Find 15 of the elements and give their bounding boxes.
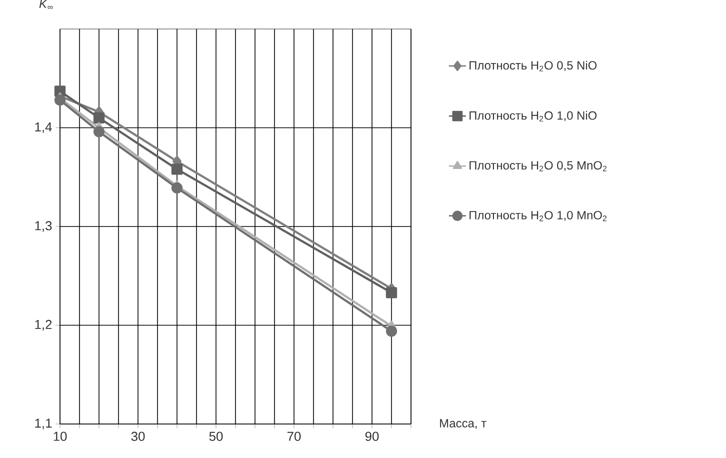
legend-label: Плотность H$_{2}$O 1,0 NiO [470,110,597,122]
legend-label: Плотность H$_{2}$O 1,0 MnO$_{2}$ [470,210,607,222]
x-tick-label: 50 [209,432,223,441]
x-tick-label: 10 [54,432,67,441]
y-tick-label: 1,4 [35,122,52,134]
x-tick-label: 70 [287,432,301,441]
legend-label: Плотность H$_{2}$O 0,5 MnO$_{2}$ [470,161,607,172]
y-tick-label: 1,2 [35,320,52,331]
y-tick-label: 1,3 [35,221,52,232]
y-tick-label: 1,1 [35,418,52,430]
y-axis-title: K$_{∞}$ [39,0,53,9]
x-tick-label: 90 [365,432,379,441]
x-tick-label: 30 [131,432,145,441]
x-axis-title: Масса, т [440,419,486,429]
legend-label: Плотность H$_{2}$O 0,5 NiO [470,60,597,72]
